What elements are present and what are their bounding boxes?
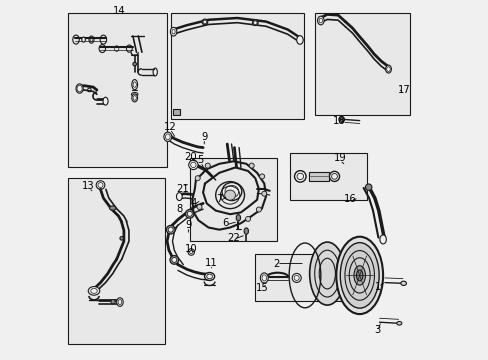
Ellipse shape bbox=[132, 94, 137, 102]
Bar bbox=[68, 13, 167, 167]
Text: 13: 13 bbox=[82, 181, 95, 191]
Text: 15: 15 bbox=[255, 283, 267, 293]
Bar bbox=[309, 172, 328, 181]
Ellipse shape bbox=[252, 20, 258, 26]
Ellipse shape bbox=[96, 181, 104, 189]
Ellipse shape bbox=[170, 256, 178, 264]
Text: 14: 14 bbox=[113, 6, 125, 16]
Ellipse shape bbox=[338, 117, 344, 122]
Ellipse shape bbox=[120, 237, 123, 240]
Ellipse shape bbox=[294, 171, 305, 182]
Text: 7: 7 bbox=[216, 194, 223, 204]
Ellipse shape bbox=[249, 163, 254, 168]
Ellipse shape bbox=[81, 37, 85, 42]
Text: 6: 6 bbox=[222, 218, 228, 228]
Text: 16: 16 bbox=[344, 194, 356, 204]
Ellipse shape bbox=[187, 211, 192, 216]
Ellipse shape bbox=[204, 273, 214, 280]
Ellipse shape bbox=[185, 210, 194, 218]
Bar bbox=[255, 254, 341, 301]
Ellipse shape bbox=[296, 36, 303, 44]
Bar bbox=[190, 158, 276, 241]
Bar bbox=[173, 109, 180, 115]
Text: 22: 22 bbox=[227, 233, 240, 243]
Ellipse shape bbox=[203, 20, 206, 24]
Ellipse shape bbox=[292, 274, 301, 282]
Text: 3: 3 bbox=[374, 325, 380, 336]
Ellipse shape bbox=[353, 266, 365, 285]
Ellipse shape bbox=[109, 206, 116, 210]
Text: 4: 4 bbox=[190, 198, 196, 208]
Text: 18: 18 bbox=[332, 116, 345, 126]
Bar bbox=[68, 178, 165, 344]
Bar bbox=[170, 13, 303, 119]
Text: 12: 12 bbox=[163, 122, 176, 132]
Bar bbox=[170, 13, 303, 119]
Ellipse shape bbox=[117, 298, 123, 306]
Ellipse shape bbox=[400, 281, 406, 285]
Ellipse shape bbox=[76, 84, 83, 93]
Text: 9: 9 bbox=[201, 132, 207, 142]
Ellipse shape bbox=[245, 216, 250, 221]
Ellipse shape bbox=[260, 273, 268, 283]
Text: 21: 21 bbox=[176, 184, 188, 194]
Ellipse shape bbox=[329, 171, 339, 181]
Ellipse shape bbox=[256, 207, 261, 212]
Ellipse shape bbox=[168, 227, 173, 232]
Ellipse shape bbox=[188, 160, 198, 170]
Ellipse shape bbox=[176, 193, 182, 201]
Ellipse shape bbox=[103, 97, 108, 105]
Bar bbox=[68, 178, 165, 344]
Bar bbox=[190, 158, 276, 241]
Ellipse shape bbox=[170, 27, 177, 36]
Bar bbox=[289, 153, 366, 200]
Bar bbox=[68, 13, 167, 167]
Ellipse shape bbox=[244, 228, 248, 234]
Ellipse shape bbox=[336, 237, 382, 314]
Ellipse shape bbox=[132, 80, 137, 90]
Ellipse shape bbox=[195, 176, 200, 181]
Ellipse shape bbox=[111, 300, 115, 304]
Text: 19: 19 bbox=[333, 153, 346, 163]
Ellipse shape bbox=[171, 257, 177, 262]
Ellipse shape bbox=[163, 132, 171, 141]
Text: 10: 10 bbox=[184, 244, 197, 255]
Ellipse shape bbox=[259, 174, 264, 179]
Ellipse shape bbox=[222, 183, 241, 201]
Text: 9: 9 bbox=[185, 220, 191, 230]
Ellipse shape bbox=[340, 243, 378, 308]
Ellipse shape bbox=[224, 190, 235, 200]
Bar bbox=[255, 254, 341, 301]
Ellipse shape bbox=[309, 242, 344, 305]
Bar bbox=[289, 153, 366, 200]
Ellipse shape bbox=[166, 225, 175, 234]
Ellipse shape bbox=[236, 215, 240, 221]
Text: 11: 11 bbox=[204, 258, 217, 268]
Ellipse shape bbox=[205, 163, 210, 168]
Ellipse shape bbox=[379, 235, 386, 244]
Text: 5: 5 bbox=[197, 155, 203, 165]
Ellipse shape bbox=[202, 19, 207, 25]
Ellipse shape bbox=[396, 321, 401, 325]
Ellipse shape bbox=[317, 16, 324, 25]
Ellipse shape bbox=[261, 191, 266, 196]
Ellipse shape bbox=[365, 184, 371, 190]
Text: 20: 20 bbox=[184, 152, 196, 162]
Ellipse shape bbox=[88, 287, 100, 295]
Ellipse shape bbox=[253, 21, 257, 24]
Ellipse shape bbox=[133, 62, 136, 66]
Ellipse shape bbox=[320, 274, 326, 282]
Text: 17: 17 bbox=[397, 85, 409, 95]
Ellipse shape bbox=[131, 93, 138, 96]
Bar bbox=[314, 13, 409, 115]
Text: 1: 1 bbox=[374, 282, 381, 292]
Ellipse shape bbox=[187, 249, 194, 255]
Ellipse shape bbox=[356, 270, 362, 281]
Bar bbox=[314, 13, 409, 115]
Text: 8: 8 bbox=[176, 204, 183, 214]
Ellipse shape bbox=[197, 204, 202, 210]
Text: 2: 2 bbox=[273, 258, 280, 269]
Ellipse shape bbox=[385, 65, 390, 73]
